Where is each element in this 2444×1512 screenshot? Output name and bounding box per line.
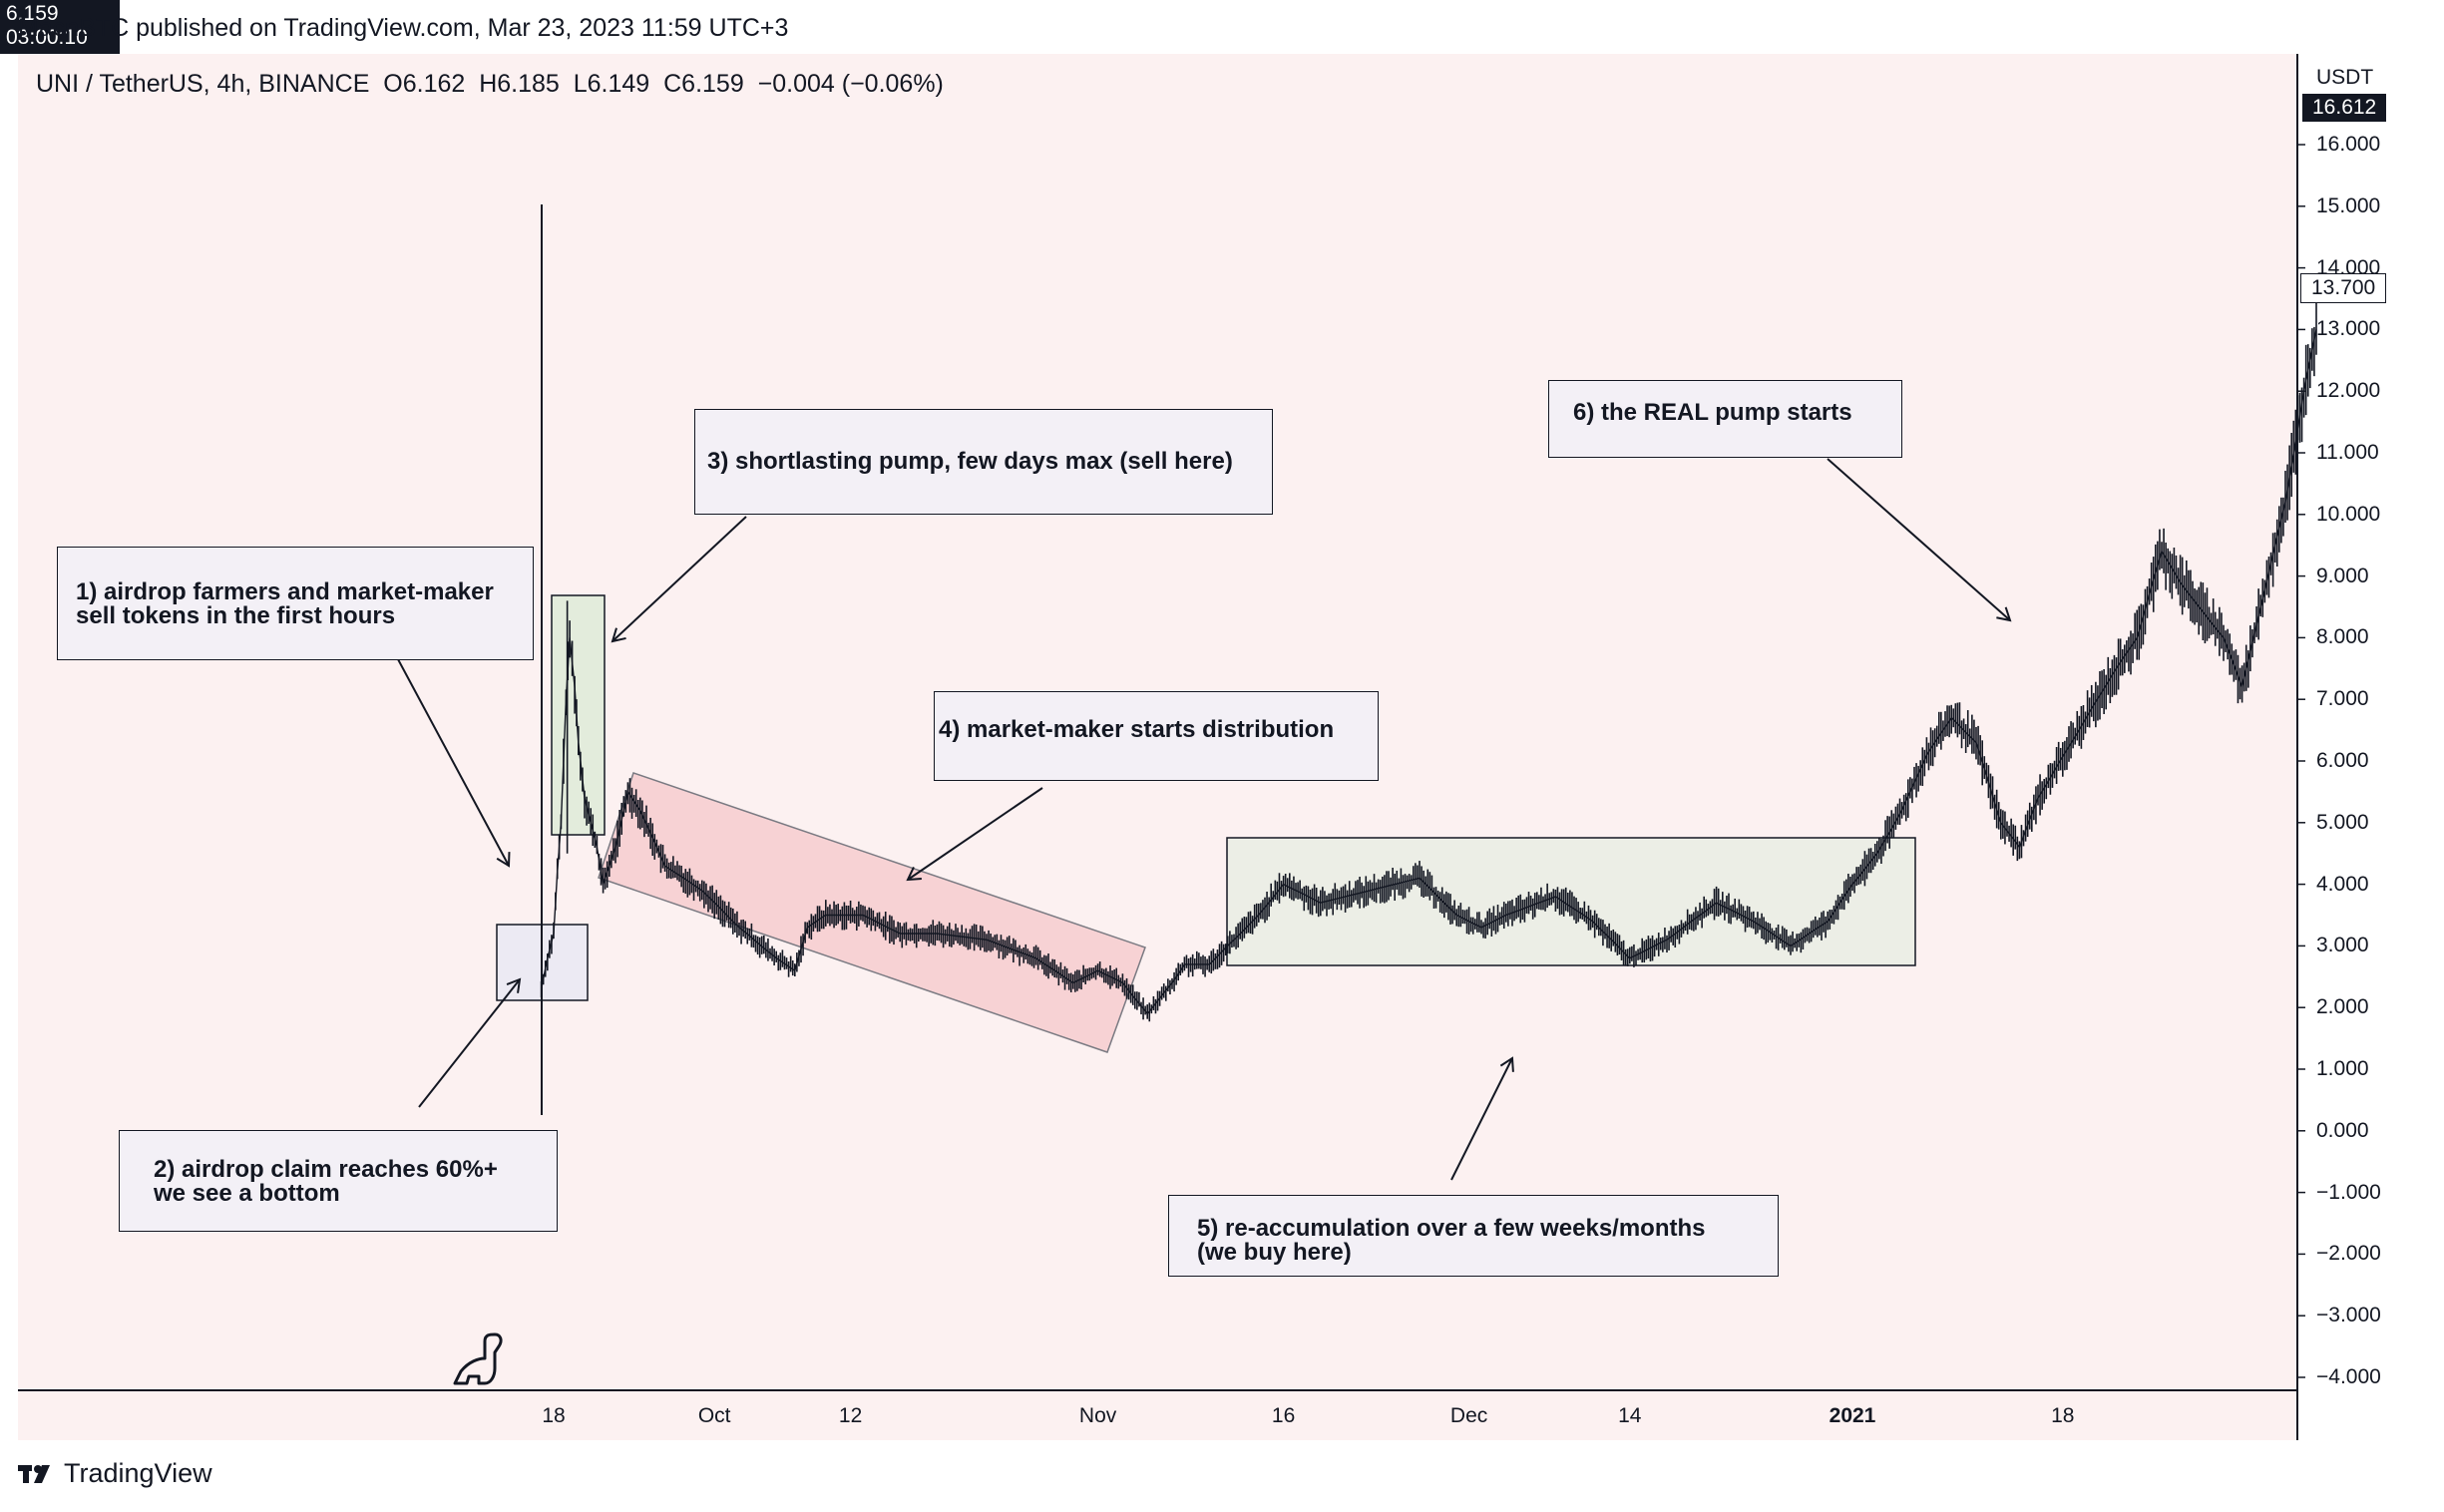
price-axis-unit: USDT <box>2316 66 2374 89</box>
x-tick-label: 12 <box>838 1404 863 1427</box>
ohlc-open: O6.162 <box>383 70 466 98</box>
y-tick-label: 1.000 <box>2316 1057 2369 1080</box>
y-tick-label: 4.000 <box>2316 872 2369 896</box>
top-price-tag: 16.612 <box>2302 94 2387 122</box>
annotation-4-text: 4) market-maker starts distribution <box>939 716 1335 743</box>
last-price-tag: 6.159 03:00:10 <box>0 0 120 54</box>
x-tick-label: Dec <box>1449 1404 1488 1427</box>
y-tick-label: 14.000 <box>2316 255 2381 279</box>
y-tick-label: 12.000 <box>2316 379 2381 403</box>
y-tick-label: −4.000 <box>2316 1365 2381 1388</box>
y-tick-label: −2.000 <box>2316 1242 2381 1266</box>
y-tick-label: −1.000 <box>2316 1180 2381 1204</box>
last-price-value: 6.159 <box>6 2 59 25</box>
price-line <box>540 329 2317 1015</box>
ohlc-low: L6.149 <box>573 70 650 98</box>
x-tick-label: Nov <box>1078 1404 1117 1427</box>
x-tick-label: 2021 <box>1829 1404 1876 1427</box>
symbol-legend[interactable]: UNI / TetherUS, 4h, BINANCE O6.162 H6.18… <box>36 70 944 99</box>
arrow-4 <box>906 787 1043 882</box>
y-tick-label: 6.000 <box>2316 749 2369 772</box>
tradingview-logo-icon <box>18 1464 50 1483</box>
x-tick-label: 18 <box>542 1404 566 1427</box>
y-tick-label: 7.000 <box>2316 687 2369 711</box>
arrow-3 <box>611 516 747 643</box>
price-series <box>540 286 2317 1022</box>
annotation-6-text: 6) the REAL pump starts <box>1573 399 1852 426</box>
y-tick-label: 0.000 <box>2316 1118 2369 1142</box>
bar-countdown: 03:00:10 <box>6 26 88 49</box>
annotation-1-line-2: sell tokens in the first hours <box>76 602 396 629</box>
y-tick-label: 9.000 <box>2316 564 2369 587</box>
y-tick-label: 13.000 <box>2316 317 2381 341</box>
annotation-2[interactable]: 2) airdrop claim reaches 60%+ we see a b… <box>119 1130 558 1232</box>
y-tick-label: 8.000 <box>2316 625 2369 649</box>
y-tick-label: 11.000 <box>2316 441 2379 464</box>
y-tick-label: 15.000 <box>2316 193 2381 217</box>
symbol-pair: UNI / TetherUS, 4h, BINANCE <box>36 70 370 98</box>
x-tick-label: 18 <box>2051 1404 2075 1427</box>
y-tick-label: −3.000 <box>2316 1304 2381 1327</box>
y-tick-label: 3.000 <box>2316 934 2369 957</box>
annotation-1[interactable]: 1) airdrop farmers and market-maker sell… <box>57 547 534 660</box>
high-price-tag: 13.700 <box>2300 273 2387 303</box>
annotation-2-line-2: we see a bottom <box>154 1180 340 1207</box>
x-tick-label: Oct <box>697 1404 731 1427</box>
annotation-5[interactable]: 5) re-accumulation over a few weeks/mont… <box>1168 1195 1779 1277</box>
annotation-3-text: 3) shortlasting pump, few days max (sell… <box>707 448 1233 475</box>
y-tick-label: 2.000 <box>2316 995 2369 1019</box>
annotation-6[interactable]: 6) the REAL pump starts <box>1548 380 1902 458</box>
annotation-1-line-1: 1) airdrop farmers and market-maker <box>76 578 494 605</box>
arrow-1 <box>390 645 511 868</box>
y-tick-label: 5.000 <box>2316 810 2369 834</box>
arrow-2 <box>418 977 522 1108</box>
pump-zone <box>551 594 606 836</box>
annotation-4[interactable]: 4) market-maker starts distribution <box>934 691 1379 781</box>
x-tick-label: 16 <box>1271 1404 1296 1427</box>
ohlc-high: H6.185 <box>479 70 560 98</box>
annotation-5-line-1: 5) re-accumulation over a few weeks/mont… <box>1197 1215 1706 1242</box>
y-tick-label: 16.000 <box>2316 133 2381 156</box>
annotation-2-line-1: 2) airdrop claim reaches 60%+ <box>154 1156 498 1183</box>
y-tick-label: 10.000 <box>2316 502 2381 526</box>
annotation-3[interactable]: 3) shortlasting pump, few days max (sell… <box>694 409 1273 515</box>
tradingview-dino-icon <box>453 1332 503 1385</box>
annotation-5-line-2: (we buy here) <box>1197 1239 1352 1266</box>
ohlc-change: −0.004 (−0.06%) <box>757 70 944 98</box>
footer-brand[interactable]: TradingView <box>18 1458 212 1489</box>
x-tick-label: 14 <box>1618 1404 1642 1427</box>
ohlc-close: C6.159 <box>663 70 744 98</box>
arrow-5 <box>1450 1056 1514 1181</box>
publisher-line: MacnBTC published on TradingView.com, Ma… <box>18 14 789 42</box>
arrow-6 <box>1827 458 2012 622</box>
footer-brand-text: TradingView <box>64 1458 212 1488</box>
